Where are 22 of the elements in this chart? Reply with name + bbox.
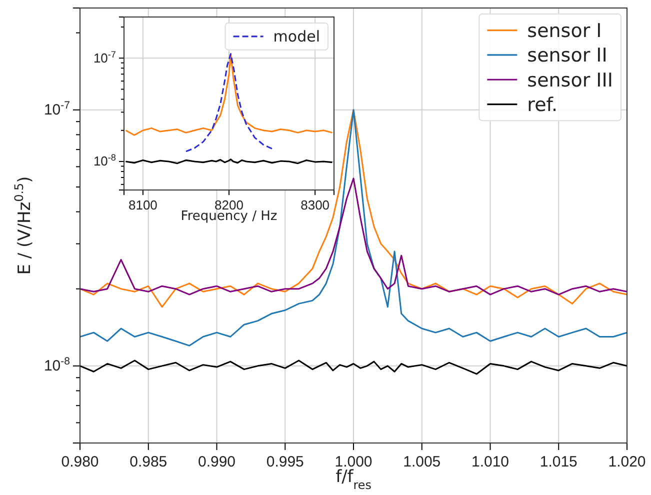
x-tick-label: 8300 bbox=[300, 198, 330, 213]
x-tick-label: 0.985 bbox=[130, 454, 168, 470]
legend-label: sensor II bbox=[527, 44, 608, 67]
line-series bbox=[185, 53, 273, 152]
line-series bbox=[124, 53, 334, 136]
legend-label: ref. bbox=[527, 94, 558, 116]
x-tick-label: 0.995 bbox=[266, 454, 304, 470]
x-tick-label: 0.990 bbox=[198, 454, 236, 470]
x-tick-label: 8100 bbox=[128, 198, 158, 213]
y-tick-label: 10$^{-8}$ bbox=[93, 152, 116, 169]
x-tick-label: 1.015 bbox=[540, 454, 578, 470]
x-tick-label: 1.010 bbox=[471, 454, 510, 470]
x-tick-label: 0.980 bbox=[61, 454, 99, 470]
y-tick-label: 10$^{-7}$ bbox=[93, 49, 116, 66]
x-tick-label: 1.020 bbox=[608, 454, 646, 470]
x-tick-label: 1.005 bbox=[403, 454, 441, 470]
y-tick-label: 10$^{-8}$ bbox=[44, 356, 70, 375]
legend-label: sensor III bbox=[527, 69, 613, 92]
legend-label: model bbox=[273, 28, 320, 46]
line-series bbox=[80, 178, 627, 296]
y-tick-label: 10$^{-7}$ bbox=[44, 100, 70, 119]
legend-label: sensor I bbox=[527, 20, 602, 42]
